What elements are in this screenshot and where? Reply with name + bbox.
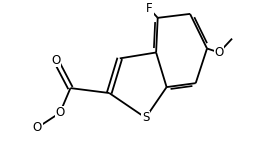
Text: F: F — [146, 2, 153, 15]
Text: O: O — [33, 121, 42, 134]
Text: O: O — [55, 106, 64, 119]
Text: O: O — [215, 46, 224, 59]
Text: O: O — [51, 54, 60, 67]
Text: S: S — [142, 111, 149, 124]
